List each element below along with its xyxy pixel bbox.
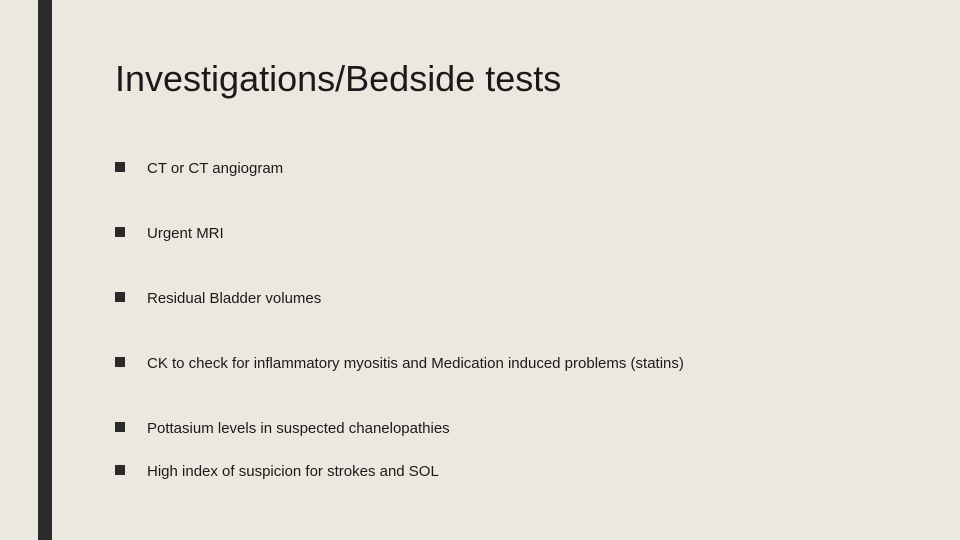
list-item: CK to check for inflammatory myositis an… [115,353,900,374]
bullet-text: High index of suspicion for strokes and … [147,461,900,482]
square-bullet-icon [115,227,125,237]
slide-title: Investigations/Bedside tests [115,58,900,100]
bullet-text: Pottasium levels in suspected chanelopat… [147,418,900,439]
accent-bar [38,0,52,540]
square-bullet-icon [115,357,125,367]
bullet-text: CK to check for inflammatory myositis an… [147,353,900,374]
list-item: Urgent MRI [115,223,900,244]
bullet-text: Residual Bladder volumes [147,288,900,309]
list-item: High index of suspicion for strokes and … [115,461,900,482]
square-bullet-icon [115,292,125,302]
list-item: Pottasium levels in suspected chanelopat… [115,418,900,439]
list-item: CT or CT angiogram [115,158,900,179]
bullet-text: CT or CT angiogram [147,158,900,179]
slide-content: Investigations/Bedside tests CT or CT an… [115,58,900,482]
square-bullet-icon [115,162,125,172]
list-item: Residual Bladder volumes [115,288,900,309]
bullet-list: CT or CT angiogram Urgent MRI Residual B… [115,158,900,482]
bullet-text: Urgent MRI [147,223,900,244]
square-bullet-icon [115,465,125,475]
square-bullet-icon [115,422,125,432]
